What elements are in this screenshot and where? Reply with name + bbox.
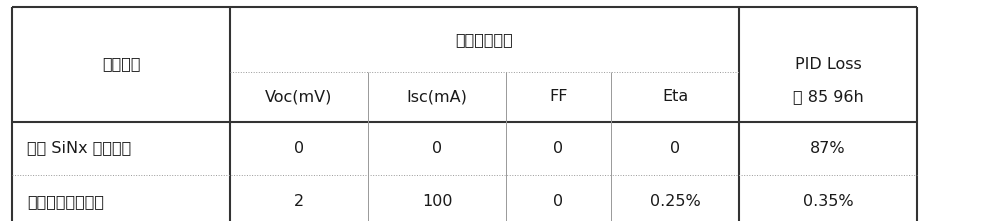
Text: FF: FF bbox=[549, 89, 568, 104]
Text: Voc(mV): Voc(mV) bbox=[265, 89, 333, 104]
Text: 鐓化减反射多层膜: 鐓化减反射多层膜 bbox=[27, 194, 104, 209]
Text: Eta: Eta bbox=[662, 89, 688, 104]
Text: 膜层工艺: 膜层工艺 bbox=[102, 57, 140, 72]
Text: 87%: 87% bbox=[810, 141, 846, 156]
Text: 双 85 96h: 双 85 96h bbox=[793, 89, 863, 104]
Text: 0.35%: 0.35% bbox=[803, 194, 853, 209]
Text: 2: 2 bbox=[294, 194, 304, 209]
Text: 0: 0 bbox=[553, 141, 564, 156]
Text: PID Loss: PID Loss bbox=[795, 57, 861, 72]
Text: 0: 0 bbox=[294, 141, 304, 156]
Text: 0.25%: 0.25% bbox=[650, 194, 700, 209]
Text: 电池片电性能: 电池片电性能 bbox=[456, 32, 513, 47]
Text: 双层 SiNx 减反射膜: 双层 SiNx 减反射膜 bbox=[27, 141, 131, 156]
Text: Isc(mA): Isc(mA) bbox=[407, 89, 467, 104]
Text: 100: 100 bbox=[422, 194, 452, 209]
Text: 0: 0 bbox=[670, 141, 680, 156]
Text: 0: 0 bbox=[553, 194, 564, 209]
Text: 0: 0 bbox=[432, 141, 442, 156]
